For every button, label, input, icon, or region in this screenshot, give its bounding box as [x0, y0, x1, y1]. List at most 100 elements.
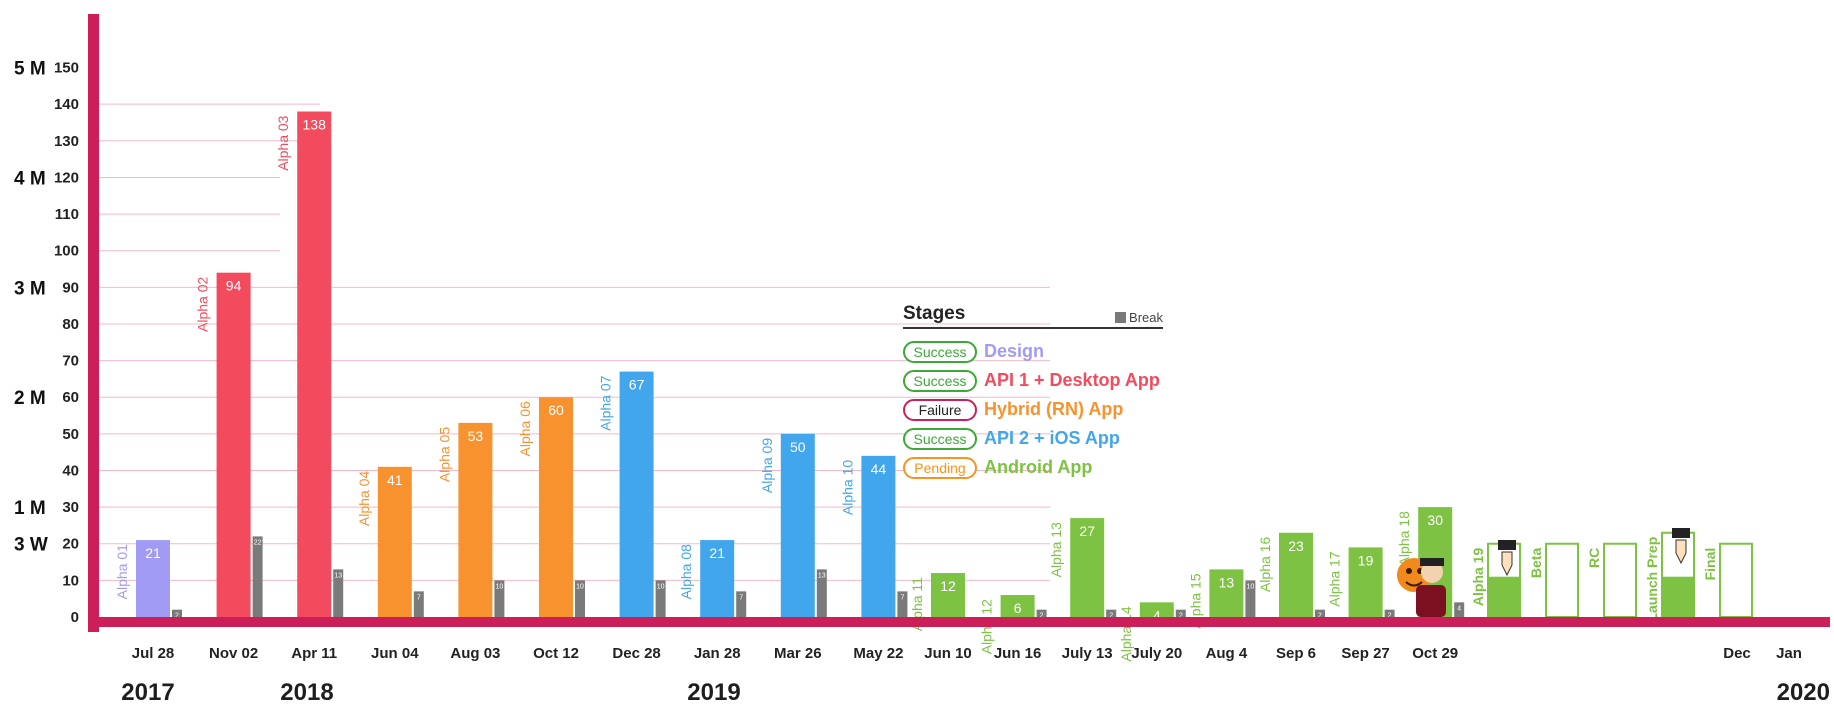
- break-label: 22: [254, 539, 262, 546]
- planned-bar: [1719, 542, 1753, 618]
- date-label: May 22: [853, 645, 903, 662]
- break-label: 10: [657, 583, 665, 590]
- release-bar: [1000, 595, 1035, 617]
- halloween-mascot: [1397, 558, 1446, 617]
- y-tick-label: 20: [62, 536, 79, 553]
- break-label: 7: [417, 594, 421, 601]
- break-bar: [494, 580, 505, 619]
- release-bar: [136, 540, 170, 617]
- date-label: Oct 12: [533, 645, 579, 662]
- date-label: Jun 04: [371, 645, 419, 662]
- date-label: Mar 26: [774, 645, 822, 662]
- y-tick-label: 40: [62, 462, 79, 479]
- date-label: Apr 11: [291, 645, 337, 662]
- release-bar: [377, 466, 412, 617]
- value-label: 6: [1014, 600, 1022, 616]
- break-bar: [1175, 609, 1186, 619]
- y-magnitude-label: 5 M: [14, 59, 46, 80]
- date-label: Sep 6: [1276, 645, 1316, 662]
- value-label: 4: [1153, 607, 1161, 623]
- break-bar: [1454, 602, 1465, 619]
- value-label: 23: [1288, 538, 1304, 554]
- legend-status-badge: Success: [903, 427, 977, 450]
- y-tick-label: 10: [62, 572, 79, 589]
- y-magnitude-label: 3 M: [14, 278, 46, 299]
- y-tick-label: 0: [71, 609, 79, 626]
- break-bar: [736, 591, 747, 619]
- date-label: Sep 27: [1341, 645, 1389, 662]
- release-bar: [539, 397, 573, 617]
- release-bar: [700, 540, 735, 617]
- release-name-label: Alpha 10: [839, 460, 855, 515]
- release-name-label: Alpha 08: [678, 544, 694, 599]
- value-label: 60: [548, 402, 564, 418]
- release-name-label: Alpha 01: [114, 544, 130, 599]
- legend-item: Success API 1 + Desktop App: [903, 366, 1163, 395]
- y-tick-label: 30: [62, 499, 79, 516]
- y-tick-label: 110: [55, 206, 79, 223]
- legend-header: Stages Break: [903, 303, 1163, 329]
- break-bar: [897, 591, 908, 619]
- date-label: Jan 28: [694, 645, 741, 662]
- year-label: 2018: [280, 679, 333, 706]
- break-label: 7: [900, 594, 904, 601]
- planned-name-label: RC: [1586, 548, 1602, 568]
- release-name-label: Alpha 15: [1187, 573, 1203, 628]
- release-bar: [931, 573, 965, 617]
- release-name-label: Alpha 13: [1048, 522, 1064, 577]
- value-label: 30: [1427, 512, 1443, 528]
- break-label: 2: [1179, 613, 1183, 620]
- planned-name-label: Beta: [1528, 548, 1544, 579]
- planned-name-label: Alpha 19: [1470, 548, 1486, 607]
- break-label: 13: [334, 572, 342, 579]
- date-label: Jun 10: [924, 645, 972, 662]
- release-bar: [216, 272, 251, 617]
- release-name-label: Alpha 06: [517, 401, 533, 456]
- release-bar: [297, 111, 332, 618]
- planned-progress: [1662, 576, 1694, 617]
- legend-stage-name: Android App: [984, 457, 1093, 477]
- mascots: [1397, 528, 1690, 617]
- y-magnitude-label: 4 M: [14, 168, 46, 189]
- date-label: Dec: [1723, 645, 1751, 662]
- legend-break-label: Break: [1129, 310, 1163, 325]
- release-bar: [780, 433, 815, 617]
- y-tick-label: 150: [54, 60, 79, 77]
- legend-title: Stages: [903, 303, 966, 324]
- planned-name-label: Launch Prep: [1644, 537, 1660, 622]
- date-label: Aug 03: [450, 645, 500, 662]
- release-bar: [458, 422, 493, 617]
- break-label: 10: [496, 583, 504, 590]
- date-label: Nov 02: [209, 645, 258, 662]
- y-tick-label: 70: [62, 353, 79, 370]
- value-label: 41: [387, 472, 403, 488]
- break-label: 2: [1040, 613, 1044, 620]
- left-axis-bar: [88, 14, 99, 632]
- break-bar: [252, 536, 263, 619]
- y-tick-label: 90: [62, 279, 79, 296]
- y-tick-label: 130: [54, 133, 79, 150]
- value-label: 21: [709, 545, 725, 561]
- date-label: July 20: [1131, 645, 1182, 662]
- value-label: 94: [226, 278, 242, 294]
- y-tick-label: 60: [62, 389, 79, 406]
- break-bar: [575, 580, 585, 619]
- break-bar: [816, 569, 827, 619]
- year-label: 2019: [687, 679, 740, 706]
- value-label: 12: [940, 578, 956, 594]
- pointing-hand-icon: [1672, 528, 1690, 565]
- value-label: 53: [468, 428, 484, 444]
- break-label: 4: [1457, 605, 1461, 612]
- break-bar: [1315, 609, 1325, 619]
- release-name-label: Alpha 18: [1396, 511, 1412, 566]
- release-name-label: Alpha 07: [598, 375, 614, 430]
- legend-item: Pending Android App: [903, 453, 1163, 482]
- break-label: 10: [1247, 583, 1255, 590]
- value-label: 19: [1358, 552, 1374, 568]
- legend: Stages Break Success Design Success API …: [903, 303, 1163, 482]
- y-tick-label: 100: [54, 243, 79, 260]
- break-bar: [333, 569, 344, 619]
- value-label: 138: [303, 117, 327, 133]
- planned-bar: [1603, 542, 1637, 618]
- year-label: 2020: [1777, 679, 1830, 706]
